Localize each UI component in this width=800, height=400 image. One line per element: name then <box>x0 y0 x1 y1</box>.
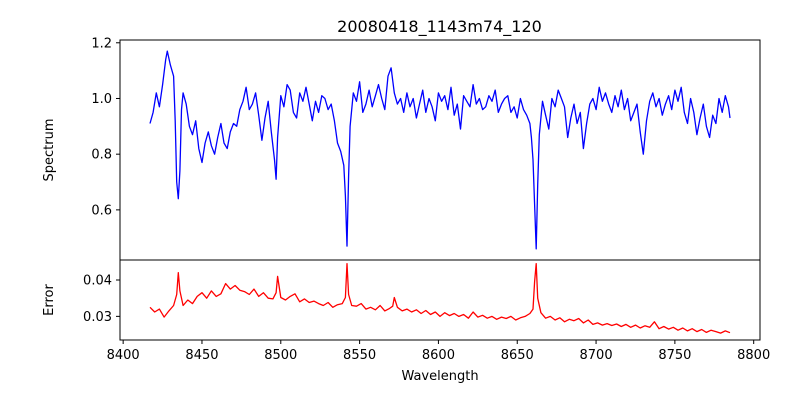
error-y-tick-label: 0.03 <box>83 310 112 325</box>
spectrum-line-layer <box>149 50 731 250</box>
spectrum-panel: 0.6 0.8 1.0 1.2 Spectrum <box>42 36 761 261</box>
error-line-layer <box>149 262 731 334</box>
spectrum-y-tick-label: 1.0 <box>91 92 112 107</box>
error-panel: 0.03 0.04 8400 8450 8500 8550 8600 8650 8700 875… <box>42 259 770 384</box>
spectrum-y-tick-label: 0.8 <box>91 148 112 163</box>
spectrum-y-ticks: 0.6 0.8 1.0 1.2 <box>91 36 120 218</box>
x-tick-label: 8450 <box>185 348 218 363</box>
error-y-axis-label: Error <box>42 284 57 316</box>
error-series-line <box>149 262 731 334</box>
x-tick-label: 8400 <box>107 348 140 363</box>
error-y-tick-label: 0.04 <box>83 274 112 289</box>
chart-title: 20080418_1143m74_120 <box>337 17 542 37</box>
x-ticks: 8400 8450 8500 8550 8600 8650 8700 8750 8800 <box>107 340 770 363</box>
x-axis-label: Wavelength <box>401 369 478 384</box>
spectrum-y-axis-label: Spectrum <box>42 119 57 182</box>
x-tick-label: 8500 <box>264 348 297 363</box>
spectrum-y-tick-label: 0.6 <box>91 203 112 218</box>
error-axes-frame <box>119 259 761 341</box>
x-tick-label: 8700 <box>580 348 613 363</box>
x-tick-label: 8750 <box>658 348 691 363</box>
x-tick-label: 8800 <box>737 348 770 363</box>
x-tick-label: 8650 <box>501 348 534 363</box>
spectrum-series-line <box>149 50 731 250</box>
x-tick-label: 8600 <box>422 348 455 363</box>
error-y-ticks: 0.03 0.04 <box>83 274 120 325</box>
spectrum-y-tick-label: 1.2 <box>91 36 112 51</box>
x-tick-label: 8550 <box>343 348 376 363</box>
